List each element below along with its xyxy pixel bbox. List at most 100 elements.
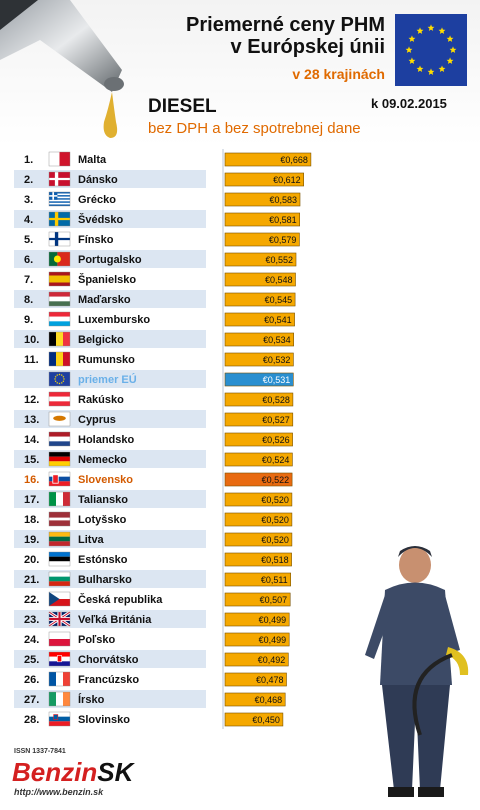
table-row: 2. Dánsko €0,612: [14, 170, 304, 188]
price-value-label: €0,581: [269, 215, 297, 225]
price-value-label: €0,541: [264, 315, 292, 325]
rank-label: 28.: [24, 714, 39, 726]
price-bar: [224, 592, 291, 607]
rank-label: 8.: [24, 294, 33, 306]
price-value-label: €0,511: [261, 575, 288, 585]
rank-label: 9.: [24, 314, 33, 326]
rank-label: 6.: [24, 254, 33, 266]
price-value-label: €0,520: [261, 515, 289, 525]
price-value-label: €0,531: [263, 375, 291, 385]
gas-station-worker-icon: [365, 546, 469, 797]
price-bar: [224, 692, 286, 707]
country-label: Lotyšsko: [78, 514, 127, 526]
uk-flag-icon: [48, 610, 71, 628]
price-value-label: €0,499: [259, 615, 287, 625]
price-value-label: €0,522: [262, 475, 290, 485]
country-label: Španielsko: [78, 273, 136, 286]
page-title: Priemerné ceny PHM v Európskej únii: [85, 14, 385, 58]
sweden-flag-icon: [48, 211, 71, 227]
price-bar: [224, 292, 296, 307]
benzinsk-logo: BenzinSK: [12, 757, 133, 788]
website-url[interactable]: http://www.benzin.sk: [14, 787, 104, 797]
country-label: Holandsko: [78, 434, 135, 446]
rank-label: 20.: [24, 554, 39, 566]
table-row: 13. Cyprus €0,527: [14, 410, 294, 428]
table-row: 22. Česká republika €0,507: [24, 591, 291, 607]
country-label: Slovinsko: [78, 714, 130, 726]
price-bar: [224, 432, 293, 447]
price-bar: [224, 512, 293, 527]
price-value-label: €0,545: [265, 295, 293, 305]
country-label: Bulharsko: [78, 574, 132, 586]
rank-label: 3.: [24, 194, 33, 206]
rank-label: 18.: [24, 514, 39, 526]
price-value-label: €0,528: [262, 395, 290, 405]
rank-label: 21.: [24, 574, 39, 586]
row-stripe: [14, 690, 206, 708]
rank-label: 14.: [24, 434, 39, 446]
price-value-label: €0,468: [255, 695, 283, 705]
title-line-2: v Európskej únii: [230, 36, 385, 58]
ireland-flag-icon: [48, 691, 71, 707]
eu-flag-icon: [395, 14, 467, 86]
country-label: Švédsko: [78, 213, 124, 226]
country-label: Belgicko: [78, 334, 124, 346]
price-bar: [224, 252, 297, 267]
country-label: Fínsko: [78, 234, 114, 246]
price-bar: [224, 372, 294, 387]
price-bar: [224, 612, 290, 627]
rank-label: 19.: [24, 534, 39, 546]
price-bar: [224, 492, 293, 507]
table-row: priemer EÚ €0,531: [14, 370, 294, 388]
rank-label: 12.: [24, 394, 39, 406]
netherlands-flag-icon: [48, 431, 71, 447]
price-value-label: €0,668: [280, 155, 308, 165]
brand-part-1: Benzin: [12, 757, 98, 787]
price-bar: [224, 572, 291, 587]
rank-label: 7.: [24, 274, 33, 286]
eu-flag-icon: [48, 371, 71, 387]
rank-label: 23.: [24, 614, 39, 626]
country-label: Slovensko: [78, 474, 133, 486]
rank-label: 11.: [24, 354, 39, 366]
table-row: 3. Grécko €0,583: [24, 191, 301, 207]
table-row: 19. Litva €0,520: [14, 530, 293, 548]
price-bar: [224, 552, 292, 567]
country-label: Maďarsko: [78, 294, 131, 306]
country-label: Grécko: [78, 194, 116, 206]
price-bar: [224, 172, 304, 187]
price-bar-chart: 1. Malta €0,668 2. Dánsko €0,612 3. Grécko €0,58…: [14, 149, 312, 729]
rank-label: 16.: [24, 474, 39, 486]
country-label: Luxembursko: [78, 314, 150, 326]
price-bar: [224, 312, 295, 327]
latvia-flag-icon: [48, 511, 71, 527]
rank-label: 15.: [24, 454, 39, 466]
price-bar: [224, 232, 300, 247]
price-value-label: €0,579: [269, 235, 297, 245]
price-value-label: €0,507: [260, 595, 288, 605]
table-row: 14. Holandsko €0,526: [24, 431, 293, 447]
price-bar: [224, 332, 294, 347]
country-label: Portugalsko: [78, 254, 142, 266]
price-bar: [224, 672, 287, 687]
rank-label: 4.: [24, 214, 33, 226]
greece-flag-icon: [48, 191, 71, 207]
belgium-flag-icon: [48, 331, 71, 347]
price-value-label: €0,478: [256, 675, 284, 685]
luxembourg-flag-icon: [48, 311, 71, 327]
portugal-flag-icon: [48, 251, 71, 267]
subtitle: v 28 krajinách: [292, 66, 385, 82]
malta-flag-icon: [48, 151, 71, 167]
austria-flag-icon: [48, 391, 71, 407]
poland-flag-icon: [48, 631, 71, 647]
fuel-type: DIESEL: [148, 96, 217, 117]
table-row: 17. Taliansko €0,520: [14, 490, 293, 508]
country-label: Poľsko: [78, 634, 116, 646]
country-label: Estónsko: [78, 554, 128, 566]
country-label: priemer EÚ: [78, 373, 137, 386]
country-label: Taliansko: [78, 494, 128, 506]
title-line-1: Priemerné ceny PHM: [186, 14, 385, 36]
country-label: Dánsko: [78, 174, 118, 186]
rank-label: 26.: [24, 674, 39, 686]
price-value-label: €0,532: [263, 355, 291, 365]
